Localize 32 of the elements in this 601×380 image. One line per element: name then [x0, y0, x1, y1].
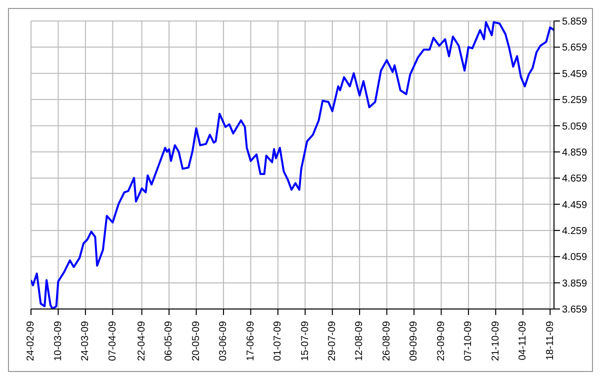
x-tick-label: 09-09-09	[408, 320, 420, 362]
x-tick-label: 15-07-09	[300, 320, 311, 362]
x-tick-label: 07-04-09	[107, 320, 118, 362]
x-tick-label: 12-08-09	[354, 320, 366, 362]
y-tick-label: 5.859	[562, 16, 588, 28]
x-tick-label: 21-10-09	[490, 320, 502, 362]
x-tick-label: 01-07-09	[272, 320, 284, 362]
x-tick-label: 03-06-09	[218, 320, 230, 362]
x-tick-label: 10-03-09	[52, 320, 64, 362]
y-tick-label: 3.859	[562, 278, 588, 290]
x-tick-label: 06-05-09	[164, 320, 175, 362]
y-tick-label: 3.659	[562, 304, 588, 316]
x-tick-label: 18-11-09	[544, 320, 556, 360]
y-tick-label: 5.659	[562, 42, 588, 54]
x-tick-label: 22-04-09	[136, 320, 148, 362]
x-tick-label: 24-03-09	[80, 320, 92, 362]
y-tick-label: 4.659	[562, 174, 588, 185]
y-tick-label: 5.059	[562, 121, 588, 132]
x-tick-label: 07-10-09	[463, 320, 474, 362]
x-tick-label: 20-05-09	[190, 320, 202, 362]
x-tick-label: 17-06-09	[245, 320, 256, 362]
y-tick-label: 5.259	[562, 95, 588, 106]
x-tick-label: 29-07-09	[326, 320, 338, 362]
y-tick-label: 4.259	[562, 226, 588, 238]
x-tick-label: 26-08-09	[381, 320, 392, 362]
x-tick-label: 04-11-09	[518, 320, 529, 360]
y-tick-label: 5.459	[562, 68, 588, 80]
x-tick-label: 24-02-09	[26, 320, 37, 362]
y-tick-label: 4.859	[562, 147, 588, 158]
x-tick-label: 23-09-09	[436, 320, 447, 362]
y-tick-label: 4.459	[562, 200, 588, 211]
y-tick-label: 4.059	[562, 252, 588, 264]
